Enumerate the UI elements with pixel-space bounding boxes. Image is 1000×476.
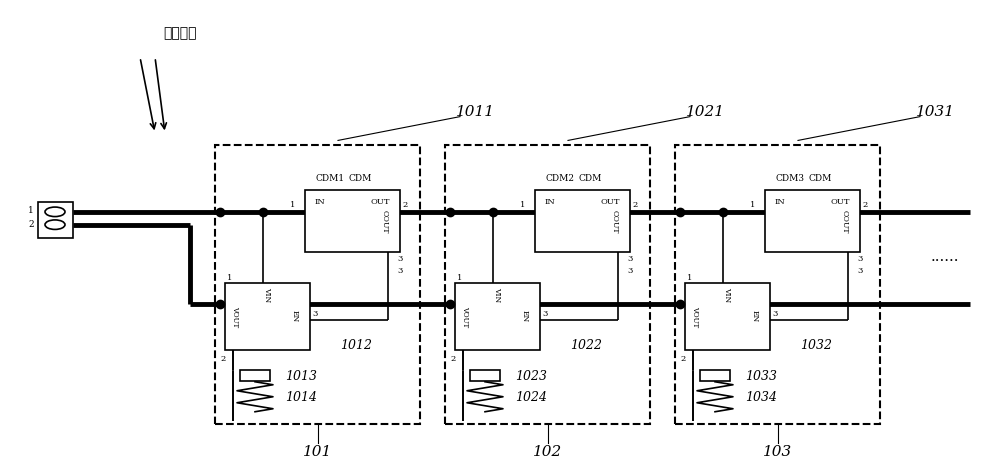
Text: VIN: VIN bbox=[264, 288, 272, 303]
Text: 1: 1 bbox=[28, 207, 34, 215]
Text: 2: 2 bbox=[220, 356, 226, 363]
Bar bbox=[700, 370, 730, 381]
Text: IN: IN bbox=[545, 198, 555, 206]
Text: 103: 103 bbox=[763, 445, 792, 459]
Text: 2: 2 bbox=[862, 201, 868, 208]
Text: 3: 3 bbox=[857, 256, 863, 263]
Text: CDM2: CDM2 bbox=[545, 174, 574, 183]
Text: 3: 3 bbox=[627, 268, 633, 275]
Circle shape bbox=[45, 207, 65, 217]
Text: 1013: 1013 bbox=[285, 369, 317, 383]
Text: 2: 2 bbox=[28, 220, 34, 229]
Text: 1024: 1024 bbox=[515, 391, 547, 404]
Circle shape bbox=[45, 220, 65, 229]
Text: 1033: 1033 bbox=[745, 369, 777, 383]
Text: EN: EN bbox=[291, 310, 299, 323]
Text: VIN: VIN bbox=[724, 288, 732, 303]
Text: 3: 3 bbox=[627, 256, 633, 263]
Text: 1: 1 bbox=[520, 201, 526, 208]
Text: 1022: 1022 bbox=[570, 338, 602, 352]
Text: 1: 1 bbox=[687, 274, 693, 281]
Text: CDM1: CDM1 bbox=[315, 174, 344, 183]
Text: 2: 2 bbox=[402, 201, 408, 208]
Text: 3: 3 bbox=[542, 310, 548, 318]
Text: OUT: OUT bbox=[370, 198, 390, 206]
Text: 101: 101 bbox=[303, 445, 332, 459]
Bar bbox=[38, 202, 73, 238]
Bar bbox=[305, 190, 400, 252]
Bar bbox=[215, 145, 420, 424]
Bar bbox=[470, 370, 500, 381]
Text: 充电总线: 充电总线 bbox=[163, 26, 197, 40]
Text: 2: 2 bbox=[680, 356, 686, 363]
Text: 3: 3 bbox=[772, 310, 778, 318]
Text: 1014: 1014 bbox=[285, 391, 317, 404]
Text: COUT: COUT bbox=[841, 209, 849, 233]
Text: 1034: 1034 bbox=[745, 391, 777, 404]
Bar bbox=[765, 190, 860, 252]
Text: OUT: OUT bbox=[600, 198, 620, 206]
Text: 1: 1 bbox=[290, 201, 296, 208]
Text: 3: 3 bbox=[312, 310, 318, 318]
Text: 1023: 1023 bbox=[515, 369, 547, 383]
Bar bbox=[240, 370, 270, 381]
Text: 1011: 1011 bbox=[456, 105, 494, 119]
Text: 2: 2 bbox=[450, 356, 456, 363]
Text: 3: 3 bbox=[857, 268, 863, 275]
Bar bbox=[445, 145, 650, 424]
Text: CDM: CDM bbox=[348, 174, 372, 183]
Text: 2: 2 bbox=[632, 201, 638, 208]
Text: COUT: COUT bbox=[611, 209, 619, 233]
Text: EN: EN bbox=[521, 310, 529, 323]
Text: CDM3: CDM3 bbox=[775, 174, 804, 183]
Text: 1031: 1031 bbox=[916, 105, 954, 119]
Text: IN: IN bbox=[315, 198, 325, 206]
Text: VOUT: VOUT bbox=[691, 306, 699, 327]
Text: CDM: CDM bbox=[578, 174, 602, 183]
Bar bbox=[225, 283, 310, 350]
Text: 102: 102 bbox=[533, 445, 562, 459]
Text: OUT: OUT bbox=[830, 198, 850, 206]
Bar bbox=[455, 283, 540, 350]
Bar bbox=[675, 145, 880, 424]
Text: 1: 1 bbox=[227, 274, 233, 281]
Text: 1012: 1012 bbox=[340, 338, 372, 352]
Text: ......: ...... bbox=[931, 250, 959, 264]
Bar bbox=[685, 283, 770, 350]
Bar bbox=[535, 190, 630, 252]
Text: EN: EN bbox=[751, 310, 759, 323]
Text: 1021: 1021 bbox=[686, 105, 725, 119]
Text: 3: 3 bbox=[397, 256, 403, 263]
Text: IN: IN bbox=[775, 198, 785, 206]
Text: 1032: 1032 bbox=[800, 338, 832, 352]
Text: CDM: CDM bbox=[808, 174, 832, 183]
Text: 3: 3 bbox=[397, 268, 403, 275]
Text: VIN: VIN bbox=[494, 288, 502, 303]
Text: VOUT: VOUT bbox=[231, 306, 239, 327]
Text: 1: 1 bbox=[750, 201, 756, 208]
Text: COUT: COUT bbox=[381, 209, 389, 233]
Text: VOUT: VOUT bbox=[461, 306, 469, 327]
Text: 1: 1 bbox=[457, 274, 463, 281]
